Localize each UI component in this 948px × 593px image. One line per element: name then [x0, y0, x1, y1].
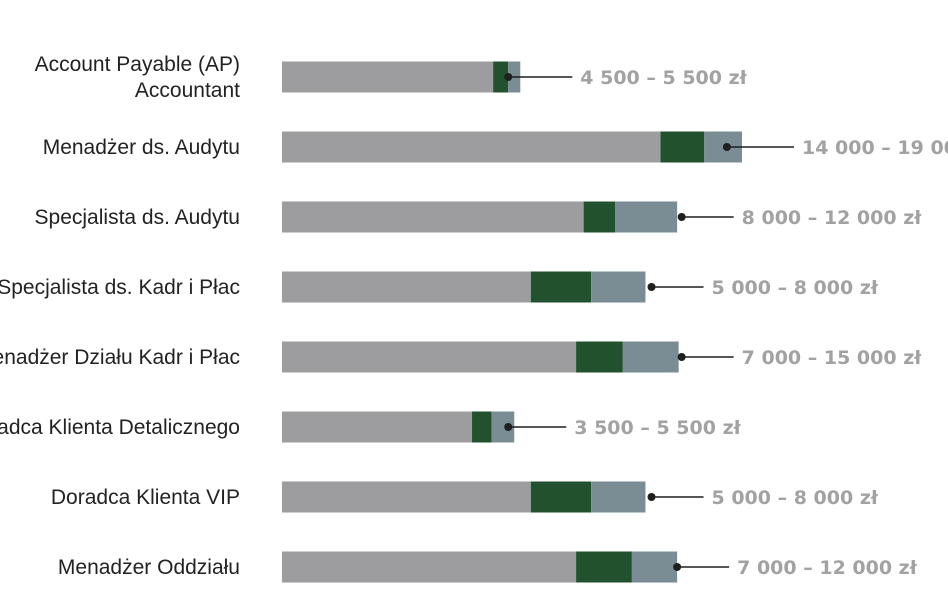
category-label: Accountant: [135, 79, 240, 102]
bar-segment-1: [282, 411, 473, 443]
bar-segment-1: [282, 201, 584, 233]
range-marker: [647, 283, 656, 291]
category-label: Specjalista ds. Kadr i Płac: [0, 276, 240, 299]
range-marker: [673, 563, 682, 571]
bar-segment-2: [583, 201, 616, 233]
bar-segment-1: [282, 341, 577, 373]
bar-segment-3: [615, 201, 678, 233]
category-label: Account Payable (AP): [35, 53, 240, 76]
range-marker: [722, 143, 731, 151]
bar-segment-3: [591, 481, 646, 513]
range-label: 7 000 – 15 000 zł: [742, 347, 923, 369]
bar-segment-3: [631, 551, 678, 583]
range-marker: [504, 423, 513, 431]
bar-segment-1: [282, 131, 661, 163]
range-label: 7 000 – 12 000 zł: [737, 557, 918, 579]
bar-segment-2: [493, 61, 509, 93]
bar-segment-1: [282, 551, 577, 583]
category-label: Menadżer Działu Kadr i Płac: [0, 346, 240, 369]
category-label: Specjalista ds. Audytu: [35, 206, 240, 229]
range-marker: [677, 213, 686, 221]
bar-segment-2: [472, 411, 492, 443]
category-label: Menadżer Oddziału: [58, 556, 240, 579]
bar-segment-2: [530, 481, 592, 513]
range-label: 8 000 – 12 000 zł: [742, 207, 923, 229]
bar-segment-3: [591, 271, 646, 303]
category-label: Menadżer ds. Audytu: [43, 136, 240, 159]
range-marker: [647, 493, 656, 501]
range-label: 3 500 – 5 500 zł: [574, 417, 741, 439]
range-label: 4 500 – 5 500 zł: [580, 67, 747, 89]
bar-segment-3: [622, 341, 679, 373]
range-label: 14 000 – 19 000 zł: [802, 137, 948, 159]
bar-segment-2: [660, 131, 705, 163]
range-label: 5 000 – 8 000 zł: [712, 487, 879, 509]
bar-segment-1: [282, 61, 494, 93]
bar-segment-2: [576, 341, 623, 373]
range-label: 5 000 – 8 000 zł: [712, 277, 879, 299]
category-label: Doradca Klienta VIP: [51, 486, 240, 509]
category-label: Doradca Klienta Detalicznego: [0, 416, 240, 439]
bar-segment-1: [282, 481, 531, 513]
bar-segment-2: [576, 551, 632, 583]
bar-segment-1: [282, 271, 531, 303]
range-marker: [677, 353, 686, 361]
range-marker: [504, 73, 513, 81]
bar-segment-2: [530, 271, 592, 303]
bar-segment-3: [491, 411, 515, 443]
